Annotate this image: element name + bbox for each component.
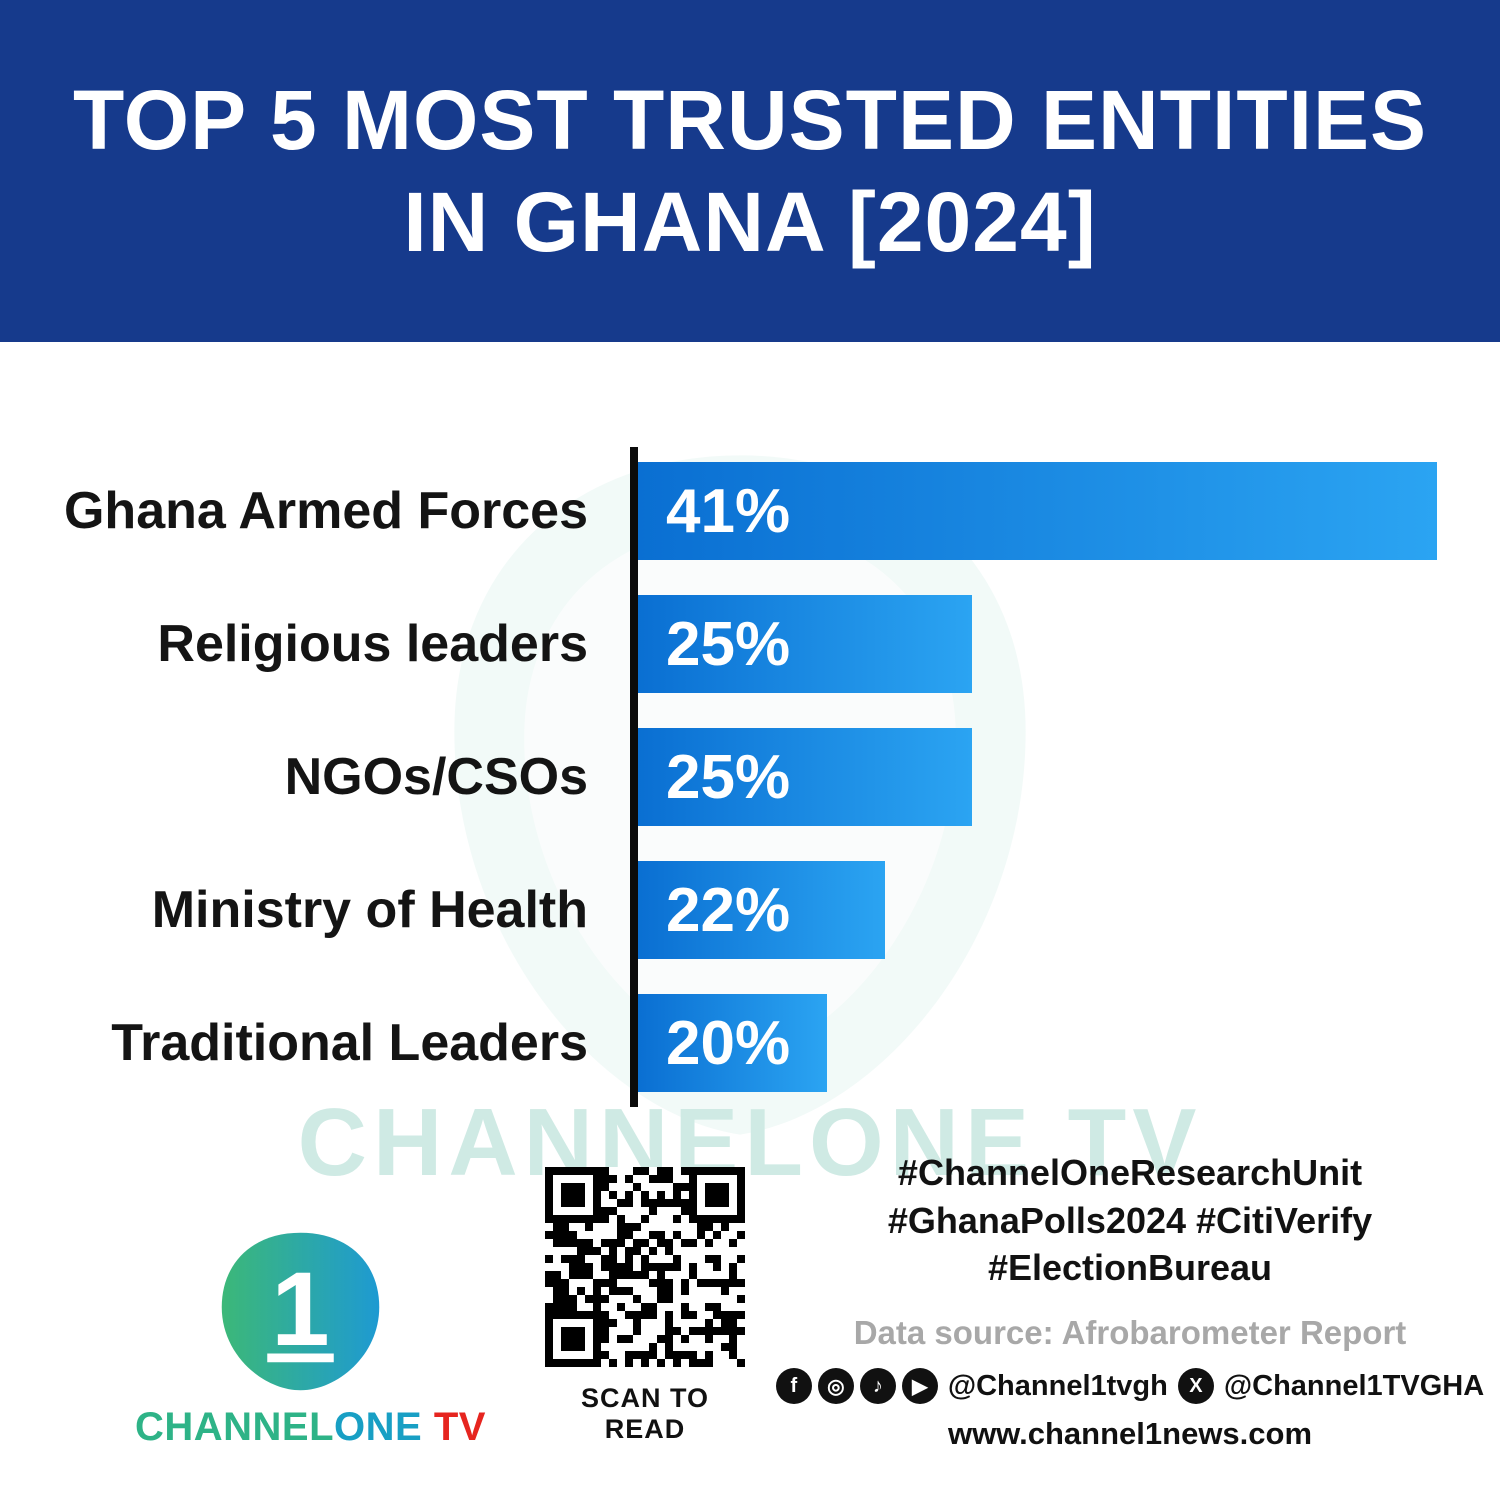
instagram-icon: ◎ (817, 1368, 854, 1404)
brand-channel: CHANNEL (135, 1405, 335, 1449)
bar-value-label: 25% (666, 609, 791, 679)
qr-block: SCAN TO READ (545, 1167, 745, 1445)
tiktok-icon: ♪ (859, 1368, 896, 1404)
bar-track: 25% (638, 595, 1437, 693)
social-icons-row: f ◎ ♪ ▶ (775, 1368, 938, 1404)
bar-track: 22% (638, 861, 1437, 959)
footer: 1 CHANNELONE TV SCAN TO READ #ChannelOne… (0, 1152, 1500, 1500)
bar-row: Ministry of Health 22% (0, 861, 1437, 959)
bar-row: NGOs/CSOs 25% (0, 728, 1437, 826)
category-label: Traditional Leaders (111, 1014, 588, 1072)
qr-caption: SCAN TO READ (580, 1383, 709, 1444)
bar-chart: Ghana Armed Forces 41% Religious leaders 25… (0, 462, 1437, 1127)
hashtag-line-1: #ChannelOneResearchUnit (897, 1152, 1363, 1194)
logo-digit: 1 (271, 1251, 329, 1368)
bar-track: 20% (638, 994, 1437, 1092)
footer-info: #ChannelOneResearchUnit #GhanaPolls2024 … (775, 1149, 1484, 1452)
category-label: NGOs/CSOs (284, 748, 588, 806)
y-axis-line (630, 447, 638, 1107)
bar-value-label: 41% (666, 476, 791, 546)
watermark-text: CHANNELONE TV (297, 1089, 1203, 1196)
bar-row: Traditional Leaders 20% (0, 994, 1437, 1092)
bar: 22% (638, 861, 885, 959)
page-title: TOP 5 MOST TRUSTED ENTITIES IN GHANA [20… (73, 69, 1427, 274)
hashtags: #ChannelOneResearchUnit #GhanaPolls2024 … (850, 1149, 1410, 1292)
bar-track: 25% (638, 728, 1437, 826)
bar-value-label: 20% (666, 1008, 791, 1078)
channel-one-pick-icon: 1 (221, 1232, 379, 1391)
bar: 25% (638, 728, 973, 826)
bar: 20% (638, 994, 827, 1092)
bar-track: 41% (638, 462, 1437, 560)
hashtag-line-2: #GhanaPolls2024 #CitiVerify (887, 1199, 1373, 1241)
brand-tv: TV (422, 1405, 486, 1449)
facebook-icon: f (775, 1368, 812, 1404)
brand-one: ONE (334, 1405, 423, 1449)
website-url: www.channel1news.com (947, 1416, 1313, 1451)
category-label: Ghana Armed Forces (63, 482, 588, 540)
qr-code (545, 1167, 745, 1367)
bar: 41% (638, 462, 1437, 560)
social-handle-x: @Channel1TVGHA (1223, 1369, 1485, 1402)
x-icon: X (1177, 1368, 1214, 1404)
brand-wordmark: CHANNELONE TV (135, 1405, 485, 1450)
category-label: Ministry of Health (151, 881, 588, 939)
youtube-icon: ▶ (901, 1368, 938, 1404)
channel-one-logo: 1 CHANNELONE TV (135, 1224, 485, 1450)
social-row: f ◎ ♪ ▶ @Channel1tvgh X @Channel1TVGHA (775, 1368, 1484, 1404)
bar: 25% (638, 595, 973, 693)
hashtag-line-3: #ElectionBureau (987, 1247, 1273, 1289)
social-handle-main: @Channel1tvgh (947, 1369, 1168, 1402)
title-line-1: TOP 5 MOST TRUSTED ENTITIES (72, 72, 1428, 167)
category-label: Religious leaders (157, 615, 588, 673)
bar-row: Religious leaders 25% (0, 595, 1437, 693)
bar-row: Ghana Armed Forces 41% (0, 462, 1437, 560)
title-line-2: IN GHANA [2024] (403, 175, 1097, 269)
bar-value-label: 22% (666, 875, 791, 945)
header-banner: TOP 5 MOST TRUSTED ENTITIES IN GHANA [20… (0, 0, 1500, 342)
data-source: Data source: Afrobarometer Report (853, 1314, 1407, 1351)
bar-value-label: 25% (666, 742, 791, 812)
